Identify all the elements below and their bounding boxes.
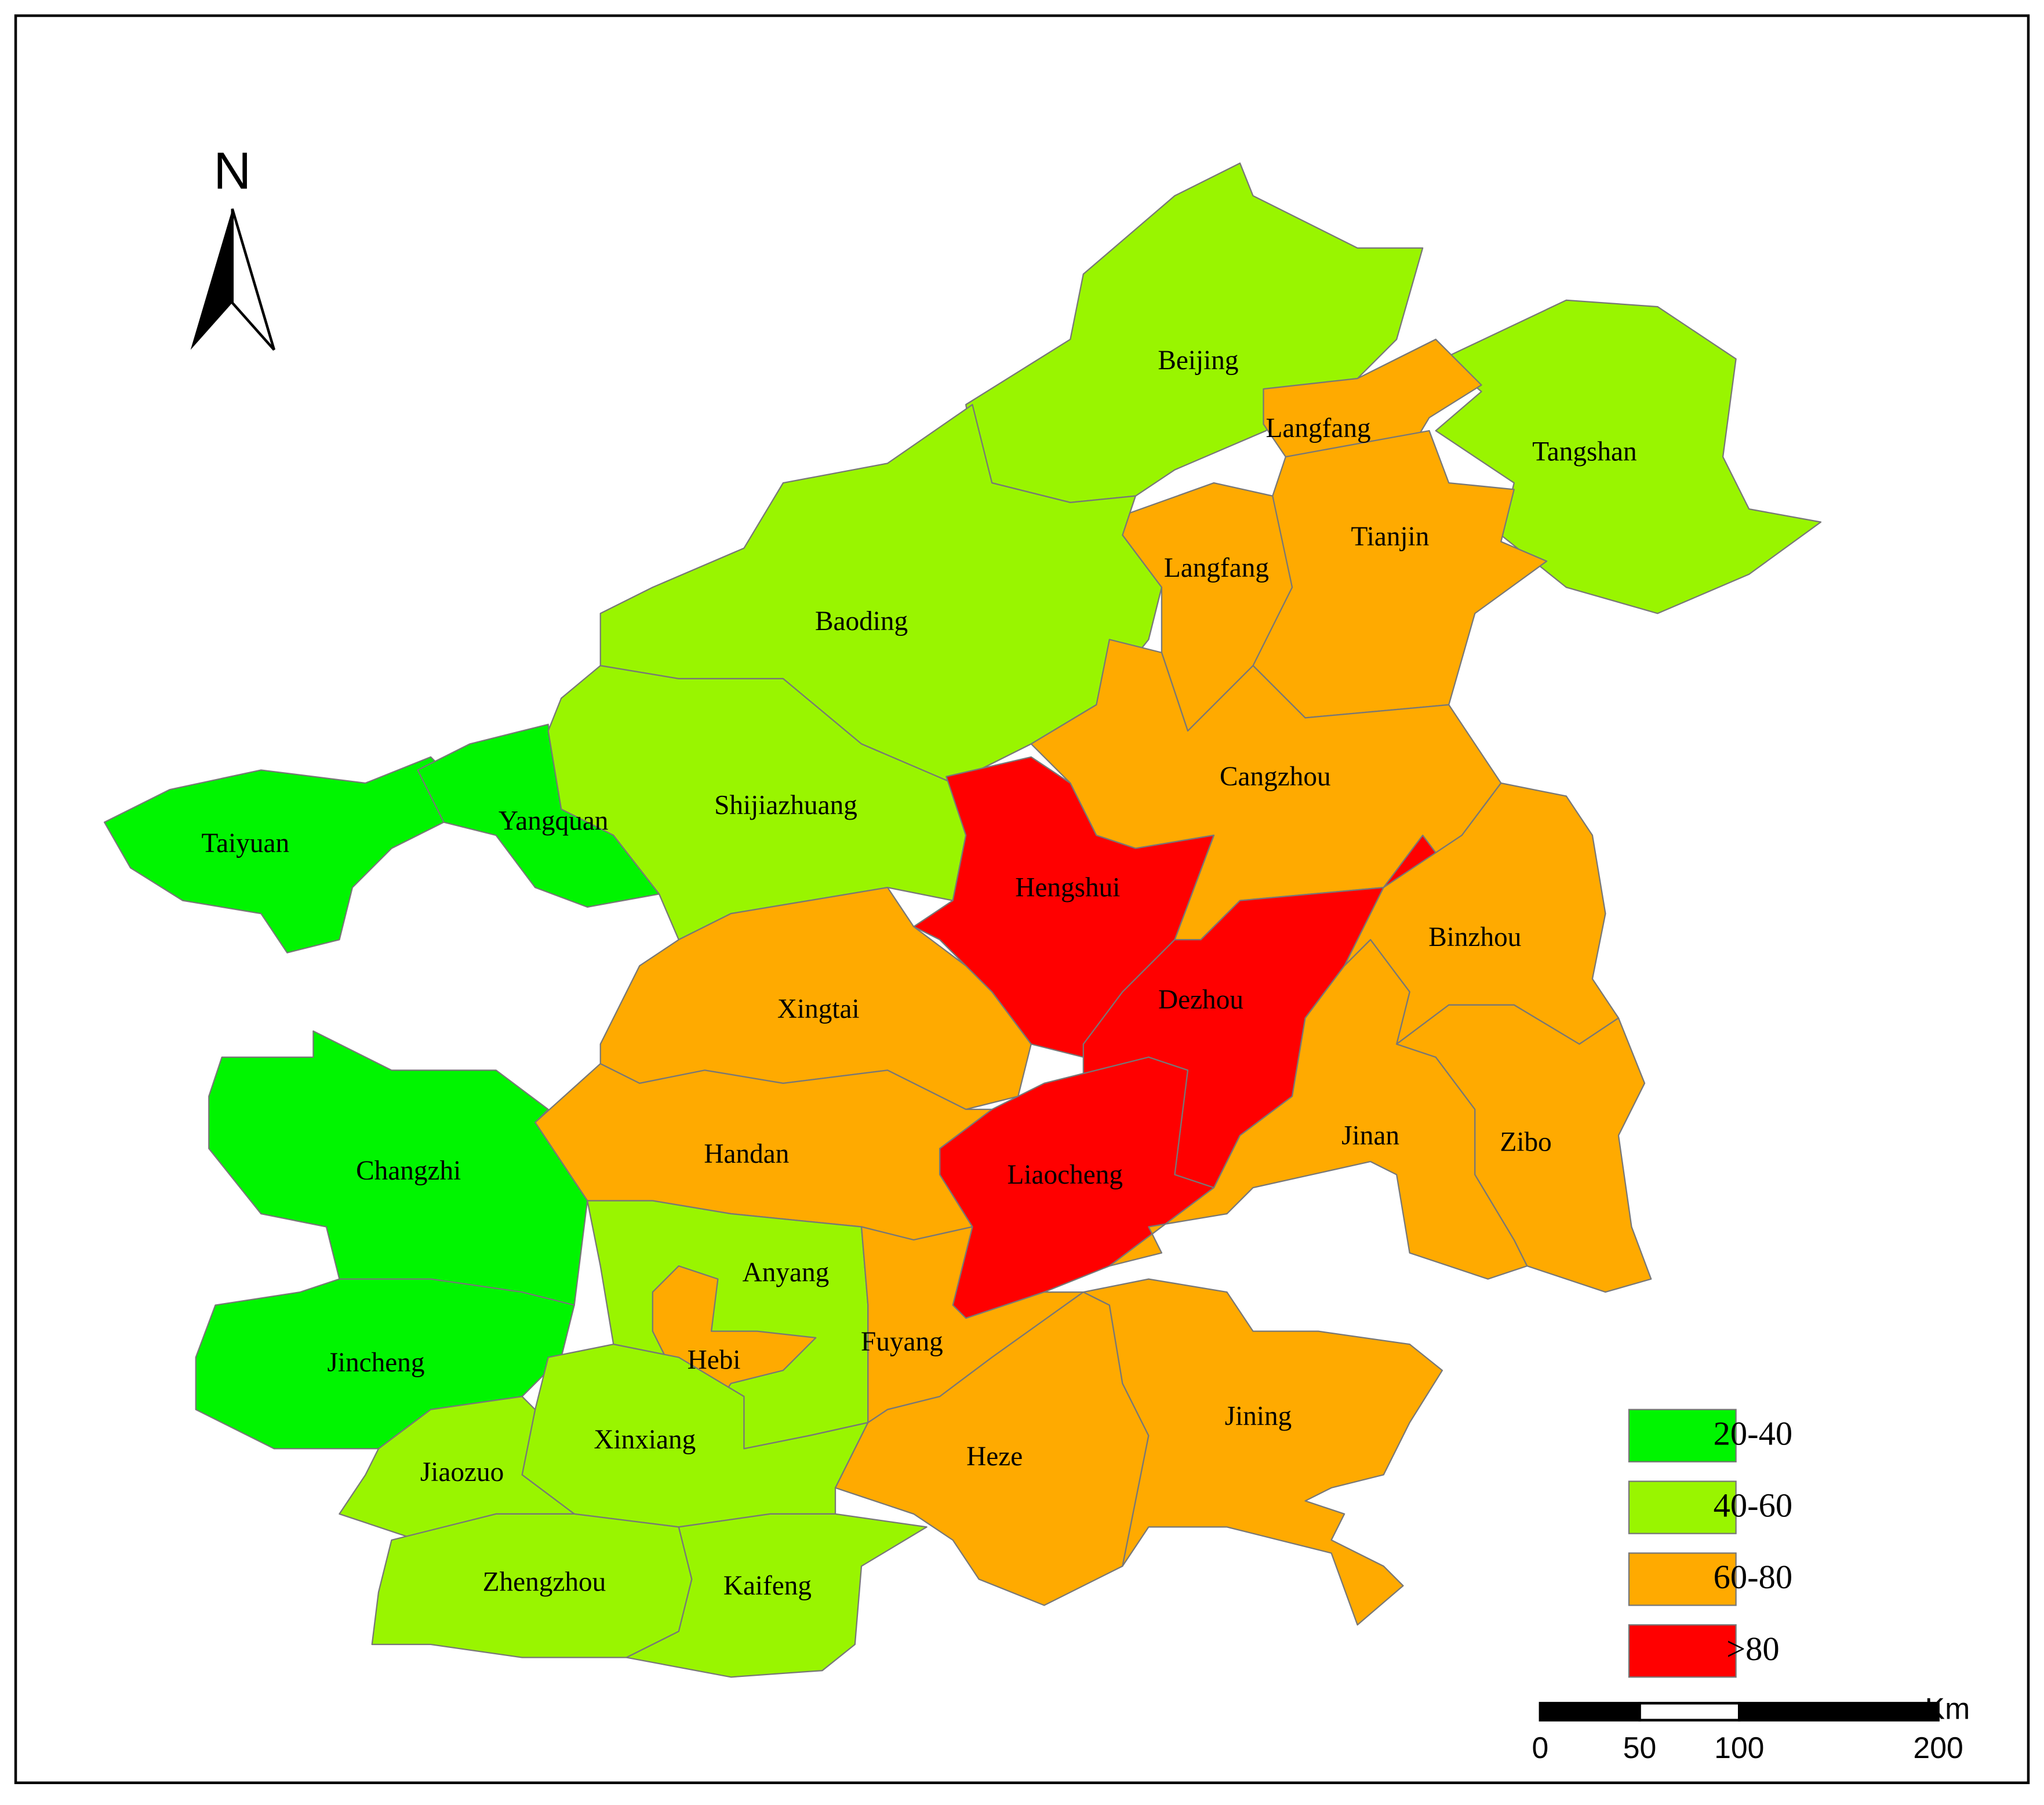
- regions: [104, 162, 1822, 1678]
- scale-segment: [1738, 1702, 1940, 1722]
- region-label: Shijiazhuang: [714, 791, 857, 821]
- region-label: Anyang: [743, 1258, 830, 1288]
- legend-swatch: [1628, 1480, 1737, 1534]
- scale-segment: [1539, 1702, 1641, 1722]
- scale-tick-label: 100: [1714, 1731, 1764, 1764]
- legend-label: 40-60: [1714, 1486, 1793, 1524]
- region-label: Langfang: [1266, 413, 1371, 443]
- legend-swatch: [1628, 1624, 1737, 1678]
- region-label: Kaifeng: [723, 1571, 812, 1601]
- region: [1435, 299, 1822, 614]
- scale-unit: Km: [1925, 1692, 1970, 1726]
- region-label: Jinan: [1341, 1120, 1399, 1151]
- region-label: Jiaozuo: [420, 1457, 504, 1487]
- region: [1108, 939, 1528, 1280]
- region-label: Heze: [966, 1442, 1023, 1472]
- region-label: Binzhou: [1428, 922, 1521, 952]
- region-label: Beijing: [1158, 345, 1238, 376]
- legend-swatch: [1628, 1552, 1737, 1606]
- region: [104, 756, 458, 954]
- scale-tick-label: 200: [1913, 1731, 1963, 1764]
- region-label: Hengshui: [1015, 872, 1120, 902]
- region-label: Tianjin: [1351, 522, 1430, 552]
- region-label: Langfang: [1164, 553, 1269, 583]
- region-label: Changzhi: [356, 1156, 461, 1186]
- region-label: Zhengzhou: [483, 1567, 606, 1597]
- region-label: Taiyuan: [202, 828, 290, 858]
- region: [195, 1278, 575, 1450]
- region-label: Liaocheng: [1008, 1160, 1123, 1190]
- region-label: Fuyang: [861, 1327, 943, 1357]
- region: [1082, 1278, 1443, 1626]
- region-label: Cangzhou: [1220, 762, 1331, 792]
- region-label: Handan: [704, 1139, 789, 1169]
- region-label: Dezhou: [1158, 985, 1243, 1015]
- scale-tick-label: 50: [1623, 1731, 1657, 1764]
- region-label: Jincheng: [327, 1348, 424, 1378]
- scale-segment: [1638, 1702, 1741, 1722]
- legend: 20-40 40-60 60-80 >80: [1628, 1409, 1793, 1678]
- legend-swatch: [1628, 1409, 1737, 1462]
- region-label: Jining: [1225, 1401, 1292, 1431]
- region-labels: Beijing Tangshan Langfang Tianjin Langfang Ba…: [202, 345, 1637, 1601]
- scale-bar: 0 50 100 200 Km: [1532, 1692, 1970, 1765]
- region: [625, 1513, 928, 1678]
- north-arrow-right: [231, 208, 275, 351]
- region-label: Hebi: [688, 1345, 741, 1375]
- legend-label: 60-80: [1714, 1558, 1793, 1596]
- region: [1396, 1004, 1652, 1293]
- region-label: Yangquan: [499, 806, 609, 836]
- region-label: Zibo: [1500, 1127, 1551, 1158]
- region-label: Tangshan: [1532, 436, 1636, 467]
- north-label: N: [213, 142, 251, 201]
- region-label: Xingtai: [777, 994, 860, 1024]
- scale-tick-label: 0: [1532, 1731, 1548, 1764]
- legend-label: 20-40: [1714, 1414, 1793, 1452]
- legend-label: >80: [1726, 1630, 1780, 1668]
- region-label: Baoding: [815, 606, 908, 636]
- region-label: Xinxiang: [594, 1425, 696, 1455]
